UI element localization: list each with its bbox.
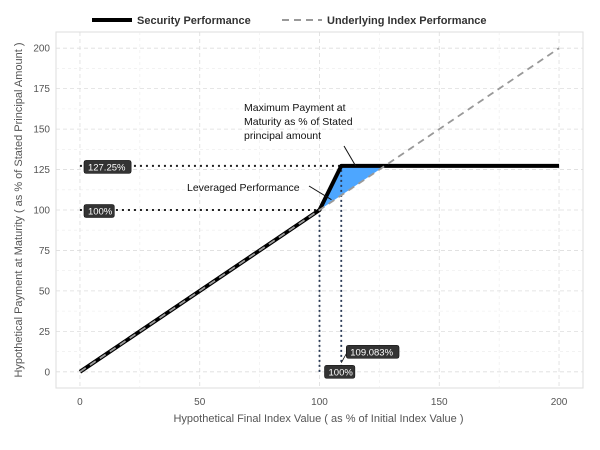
annotations: Maximum Payment at Maturity as % of State… xyxy=(187,102,357,201)
value-label-par-index-box xyxy=(324,365,356,379)
y-tick-label: 175 xyxy=(33,84,50,95)
series-line-underlying-index-performance xyxy=(79,47,560,373)
x-tick-label: 50 xyxy=(194,397,206,408)
annotation-leveraged-performance: Leveraged Performance xyxy=(187,182,300,194)
y-tick-label: 25 xyxy=(39,327,51,338)
x-tick-label: 0 xyxy=(77,397,83,408)
value-label-cap-index: 109.083% xyxy=(350,347,393,358)
annotation-maximum-payment-line: principal amount xyxy=(244,130,321,142)
y-tick-label: 50 xyxy=(39,286,51,297)
x-tick-label: 200 xyxy=(551,397,568,408)
annotation-maximum-payment-arrow xyxy=(343,145,357,167)
y-tick-label: 125 xyxy=(33,165,50,176)
axes: 0 50 100 150 200 0 25 50 75 100 125 150 175 200 Hypoth… xyxy=(13,42,568,425)
legend: Security Performance Underlying Index Per… xyxy=(92,15,487,27)
y-tick-label: 200 xyxy=(33,44,50,55)
value-label-max-payment-box xyxy=(83,160,132,174)
annotation-leveraged-performance-arrow xyxy=(308,185,332,201)
legend-label-security-performance: Security Performance xyxy=(137,15,251,27)
value-label-par-payment: 100% xyxy=(88,207,113,218)
value-labels: 127.25% 100% 100% 109.083% xyxy=(83,160,400,379)
x-tick-label: 150 xyxy=(431,397,448,408)
value-label-par-index: 100% xyxy=(329,367,354,378)
x-axis-title: Hypothetical Final Index Value ( as % of… xyxy=(173,413,463,425)
value-label-cap-index-box xyxy=(346,345,400,359)
value-label-par-payment-box xyxy=(83,204,115,218)
annotation-maximum-payment-line: Maximum Payment at xyxy=(244,102,346,114)
value-label-max-payment: 127.25% xyxy=(88,162,126,173)
y-tick-label: 0 xyxy=(44,367,50,378)
y-tick-label: 100 xyxy=(33,206,50,217)
annotation-maximum-payment-line: Maturity as % of Stated xyxy=(244,116,353,128)
x-tick-label: 100 xyxy=(311,397,328,408)
y-tick-label: 75 xyxy=(39,246,51,257)
y-tick-label: 150 xyxy=(33,125,50,136)
value-label-cap-index-leader xyxy=(340,353,347,364)
legend-label-underlying-index-performance: Underlying Index Performance xyxy=(327,15,487,27)
y-axis-title: Hypothetical Payment at Maturity ( as % … xyxy=(13,42,25,377)
series-lines xyxy=(78,47,560,374)
